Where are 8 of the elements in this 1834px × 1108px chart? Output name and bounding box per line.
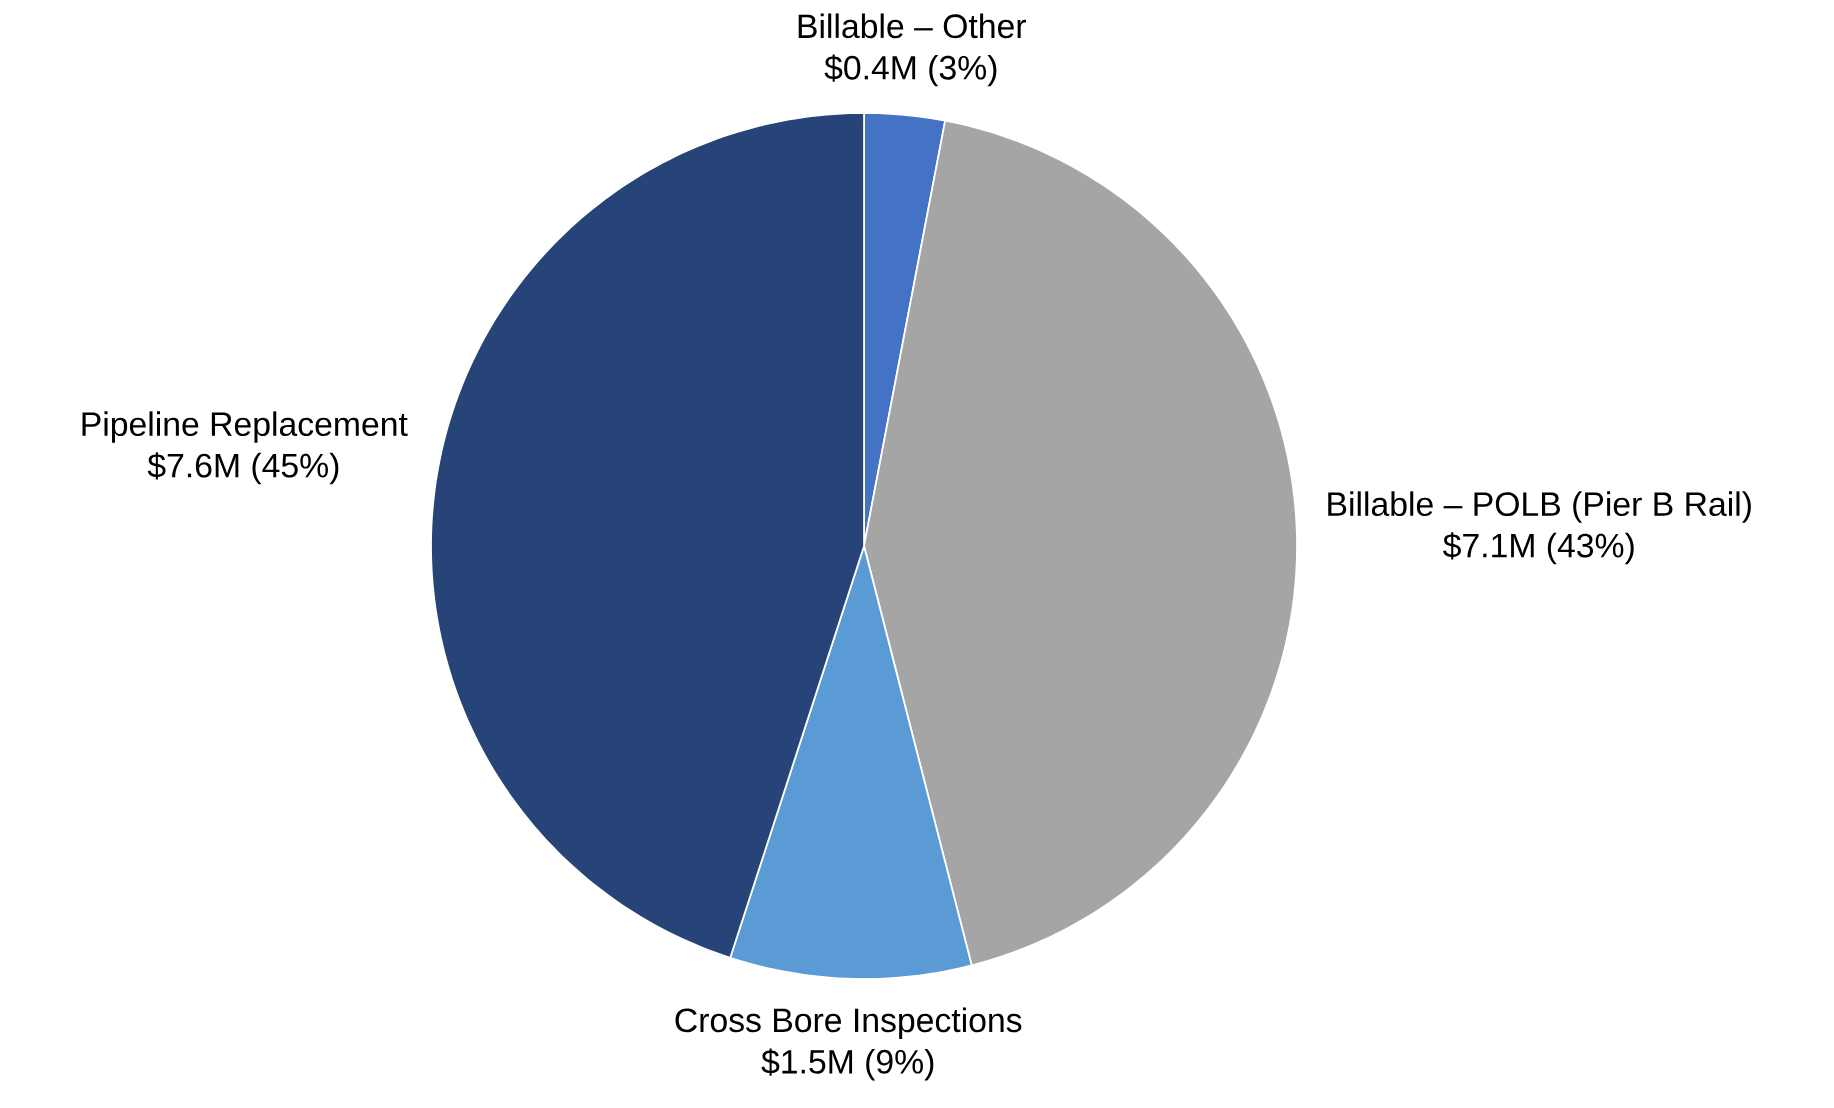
- slice-label: Cross Bore Inspections: [675, 1007, 1022, 1039]
- data-label: $0.4M (3%): [824, 54, 997, 87]
- data-label: $7.1M (43%): [1443, 532, 1634, 565]
- data-label: $7.6M (45%): [147, 452, 339, 485]
- slice-label: Billable – Other: [798, 13, 1027, 39]
- slice-label: Pipeline Replacement: [82, 411, 408, 443]
- data-label: $1.5M (9%): [761, 1048, 934, 1081]
- slice-label: Billable – POLB (Pier B Rail): [1328, 491, 1751, 523]
